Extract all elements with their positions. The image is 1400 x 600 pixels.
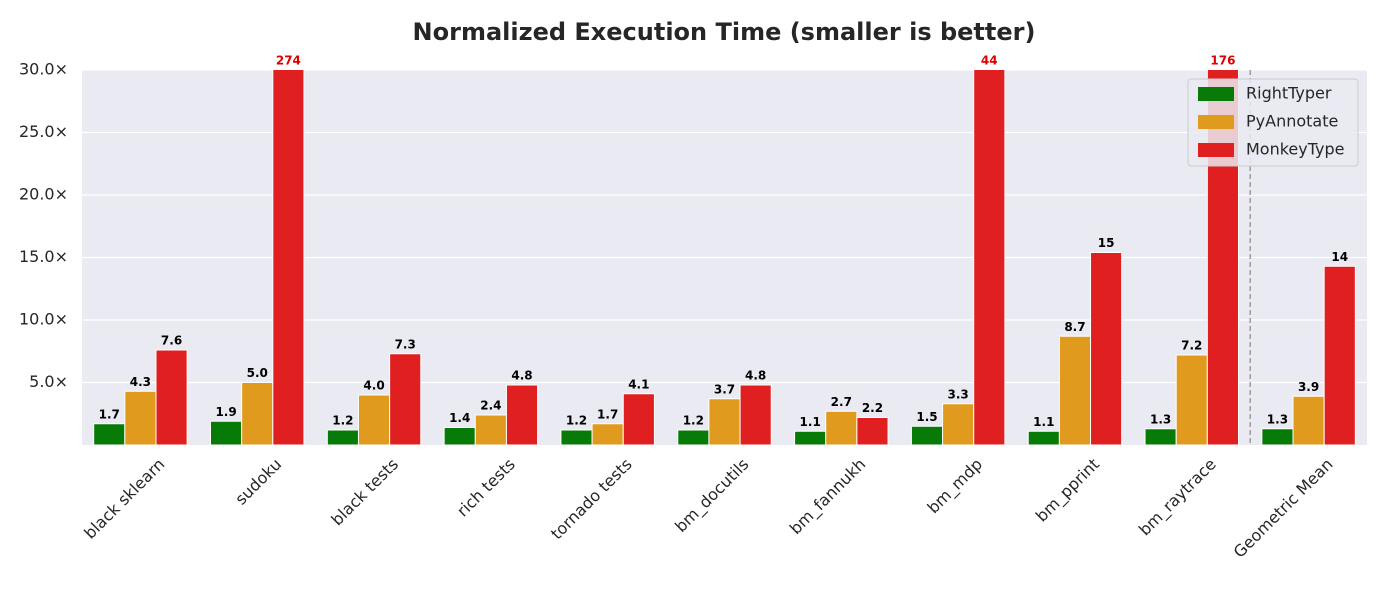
value-label: 1.1 <box>1033 415 1054 429</box>
value-label: 4.3 <box>130 375 151 389</box>
bar <box>1323 265 1356 445</box>
bar <box>93 423 126 445</box>
legend-label: MonkeyType <box>1246 140 1345 159</box>
bar <box>241 382 274 445</box>
value-label: 3.3 <box>948 387 969 401</box>
bar <box>124 390 157 445</box>
bar <box>794 430 827 445</box>
bar <box>1027 430 1060 445</box>
bar <box>677 429 710 445</box>
bar <box>443 427 476 445</box>
x-tick-label: black sklearn <box>80 455 168 543</box>
bar <box>389 353 422 445</box>
bar <box>1058 335 1092 445</box>
legend-swatch <box>1198 143 1234 157</box>
bar <box>942 403 975 445</box>
value-label: 7.2 <box>1181 339 1202 353</box>
bar <box>973 70 1006 445</box>
value-label: 1.4 <box>449 411 470 425</box>
value-label: 1.7 <box>597 407 618 421</box>
y-tick-label: 5.0× <box>29 372 68 391</box>
y-tick-label: 20.0× <box>19 185 68 204</box>
value-label: 1.9 <box>215 405 236 419</box>
bar <box>326 429 359 445</box>
x-tick-label: rich tests <box>453 455 519 521</box>
value-label: 44 <box>981 54 998 68</box>
x-tick-label: bm_fannukh <box>786 455 870 539</box>
x-tick-label: bm_docutils <box>671 455 753 537</box>
x-tick-label: tornado tests <box>547 455 636 544</box>
y-tick-label: 30.0× <box>19 60 68 79</box>
x-tick-label: bm_raytrace <box>1135 455 1220 540</box>
value-label: 1.2 <box>332 414 353 428</box>
bar <box>210 420 243 445</box>
x-tick-label: bm_pprint <box>1032 455 1104 527</box>
bar <box>155 349 188 445</box>
value-label: 1.5 <box>916 410 937 424</box>
value-label: 4.8 <box>745 369 766 383</box>
bar <box>622 393 655 445</box>
bar <box>1090 252 1123 445</box>
value-label: 3.9 <box>1298 380 1319 394</box>
bar <box>1261 428 1294 445</box>
value-label: 8.7 <box>1064 320 1085 334</box>
value-label: 1.7 <box>99 407 120 421</box>
value-label: 2.7 <box>831 395 852 409</box>
value-label: 1.2 <box>566 414 587 428</box>
value-label: 14 <box>1331 250 1348 264</box>
value-label: 1.3 <box>1267 412 1288 426</box>
value-label: 4.8 <box>511 369 532 383</box>
bar <box>505 384 539 445</box>
value-label: 2.2 <box>862 401 883 415</box>
value-label: 1.2 <box>683 414 704 428</box>
bar <box>910 425 944 445</box>
value-label: 7.3 <box>395 337 416 351</box>
bar <box>1175 354 1208 445</box>
legend-swatch <box>1198 87 1234 101</box>
legend-label: RightTyper <box>1246 84 1332 103</box>
legend-label: PyAnnotate <box>1246 112 1338 131</box>
value-label: 5.0 <box>247 366 268 380</box>
bar <box>1292 395 1325 445</box>
value-label: 4.1 <box>628 377 649 391</box>
x-tick-label: bm_mdp <box>923 455 986 518</box>
bar <box>474 414 507 445</box>
y-tick-label: 15.0× <box>19 247 68 266</box>
bar <box>856 417 889 445</box>
x-tick-label: sudoku <box>231 455 285 509</box>
value-label: 4.0 <box>363 379 384 393</box>
value-label: 1.1 <box>800 415 821 429</box>
bar <box>272 70 305 445</box>
bar <box>739 384 772 445</box>
bar <box>708 398 741 445</box>
bar <box>357 394 391 445</box>
chart-title: Normalized Execution Time (smaller is be… <box>413 18 1036 46</box>
value-label: 15 <box>1098 236 1115 250</box>
value-label: 3.7 <box>714 382 735 396</box>
value-label: 1.3 <box>1150 412 1171 426</box>
bar <box>1144 428 1177 445</box>
bar <box>591 423 624 445</box>
value-label: 274 <box>276 54 301 68</box>
bar <box>560 429 593 445</box>
x-tick-label: black tests <box>327 455 402 530</box>
value-label: 7.6 <box>161 334 182 348</box>
legend-swatch <box>1198 115 1234 129</box>
y-tick-label: 10.0× <box>19 310 68 329</box>
y-tick-label: 25.0× <box>19 122 68 141</box>
x-tick-label: Geometric Mean <box>1230 455 1337 562</box>
bar <box>825 410 858 445</box>
value-label: 2.4 <box>480 399 501 413</box>
value-label: 176 <box>1210 54 1235 68</box>
